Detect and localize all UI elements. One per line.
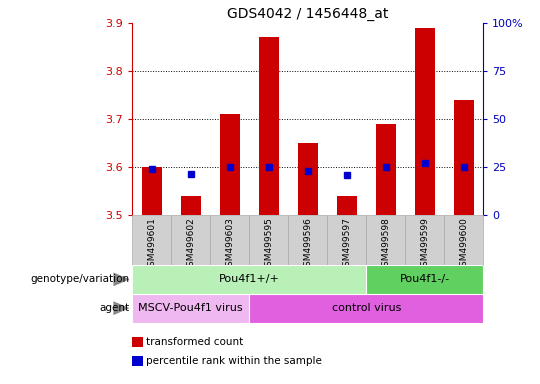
Title: GDS4042 / 1456448_at: GDS4042 / 1456448_at [227,7,388,21]
Text: GSM499597: GSM499597 [342,217,352,272]
Bar [376,124,395,215]
Bar [406,215,444,265]
Bar [249,215,288,265]
Bar [337,196,356,215]
Bar [210,215,249,265]
Text: agent: agent [99,303,130,313]
Bar [249,294,483,323]
Text: GSM499599: GSM499599 [420,217,429,272]
Text: control virus: control virus [332,303,401,313]
Text: GSM499601: GSM499601 [147,217,156,272]
Bar [288,215,327,265]
Bar [132,215,171,265]
Text: GSM499603: GSM499603 [225,217,234,272]
Polygon shape [113,301,130,315]
Text: Pou4f1-/-: Pou4f1-/- [400,274,450,285]
Text: transformed count: transformed count [146,337,243,347]
Bar [181,196,200,215]
Text: percentile rank within the sample: percentile rank within the sample [146,356,322,366]
Text: MSCV-Pou4f1 virus: MSCV-Pou4f1 virus [138,303,243,313]
Text: GSM499596: GSM499596 [303,217,312,272]
Bar [220,114,240,215]
Bar [142,167,161,215]
Text: GSM499598: GSM499598 [381,217,390,272]
Text: GSM499595: GSM499595 [264,217,273,272]
Bar [298,143,318,215]
Bar [132,265,366,294]
Text: genotype/variation: genotype/variation [30,274,130,285]
Bar [454,100,474,215]
Bar [444,215,483,265]
Bar [132,294,249,323]
Polygon shape [113,273,130,286]
Text: GSM499600: GSM499600 [460,217,468,272]
Bar [327,215,366,265]
Text: Pou4f1+/+: Pou4f1+/+ [219,274,280,285]
Bar [259,37,279,215]
Text: GSM499602: GSM499602 [186,217,195,272]
Bar [366,215,406,265]
Bar [366,265,483,294]
Bar [171,215,210,265]
Bar [415,28,435,215]
